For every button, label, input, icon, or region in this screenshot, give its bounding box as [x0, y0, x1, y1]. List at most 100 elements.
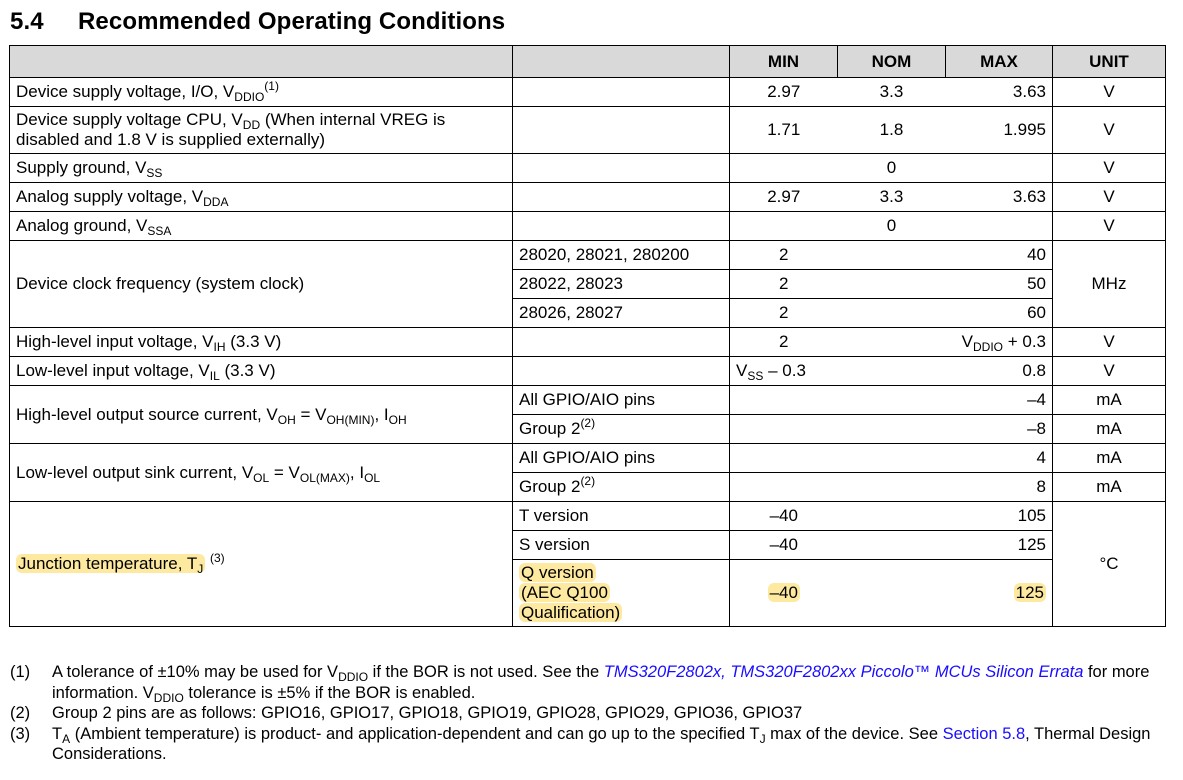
- param-cell: High-level input voltage, VIH (3.3 V): [9, 327, 513, 357]
- table-row: High-level input voltage, VIH (3.3 V) 2 …: [9, 327, 1166, 357]
- header-unit: UNIT: [1052, 45, 1166, 78]
- nom-cell: 0: [837, 211, 946, 241]
- max-cell: 3.63: [945, 77, 1053, 107]
- max-cell: 1.995: [945, 106, 1053, 154]
- min-cell: 2: [729, 240, 838, 270]
- condition-cell: Group 2(2): [512, 414, 730, 444]
- param-cell: Device supply voltage, I/O, VDDIO(1): [9, 77, 513, 107]
- table-row: Junction temperature, TJ (3) T version –…: [9, 501, 1166, 627]
- table-row: Device clock frequency (system clock) 28…: [9, 240, 1166, 328]
- section-5-8-link[interactable]: Section 5.8: [942, 724, 1026, 743]
- nom-cell: 0: [837, 153, 946, 183]
- table-row: 28022, 28023 2 50: [10, 269, 1166, 299]
- nom-cell: [837, 327, 946, 357]
- section-title: 5.4 Recommended Operating Conditions: [10, 8, 505, 36]
- nom-cell: [837, 356, 946, 386]
- table-row: Supply ground, VSS 0 V: [9, 153, 1166, 183]
- param-cell: Low-level input voltage, VIL (3.3 V): [9, 356, 513, 386]
- footnote-2: (2) Group 2 pins are as follows: GPIO16,…: [10, 704, 803, 722]
- condition-cell: [512, 327, 730, 357]
- unit-cell: V: [1052, 211, 1166, 241]
- condition-cell: [512, 356, 730, 386]
- footnote-1: (1) A tolerance of ±10% may be used for …: [10, 663, 1150, 705]
- unit-cell: V: [1052, 153, 1166, 183]
- nom-cell: [837, 269, 946, 299]
- condition-cell: 28026, 28027: [512, 298, 730, 328]
- min-cell: 2: [729, 269, 838, 299]
- section-title-text: Recommended Operating Conditions: [78, 8, 506, 35]
- silicon-errata-link[interactable]: TMS320F2802x, TMS320F2802xx Piccolo™ MCU…: [603, 663, 1084, 681]
- nom-cell: [837, 559, 946, 627]
- nom-cell: 3.3: [837, 77, 946, 107]
- nom-cell: [837, 472, 946, 502]
- max-cell: VDDIO + 0.3: [945, 327, 1053, 357]
- unit-cell: V: [1052, 77, 1166, 107]
- table-row: Analog supply voltage, VDDA 2.97 3.3 3.6…: [9, 182, 1166, 212]
- max-cell: –4: [945, 385, 1053, 415]
- condition-cell: Group 2(2): [512, 472, 730, 502]
- header-max: MAX: [945, 45, 1053, 78]
- table-row: Group 2(2) –8 mA: [10, 414, 1166, 444]
- condition-cell: [512, 182, 730, 212]
- unit-cell: °C: [1052, 501, 1166, 627]
- max-cell: 125: [945, 559, 1053, 627]
- nom-cell: [837, 385, 946, 415]
- condition-cell: 28020, 28021, 280200: [512, 240, 730, 270]
- max-cell: 8: [945, 472, 1053, 502]
- table-row: High-level output source current, VOH = …: [9, 385, 1166, 444]
- table-header-row: MIN NOM MAX UNIT: [9, 45, 1166, 78]
- nom-cell: [837, 443, 946, 473]
- table-row: Q version (AEC Q100 Qualification) –40 125: [10, 559, 1166, 627]
- footnote-marker: (2): [10, 704, 31, 722]
- max-cell: 0.8: [945, 356, 1053, 386]
- min-cell: –40: [729, 559, 838, 627]
- nom-cell: [837, 414, 946, 444]
- header-min: MIN: [729, 45, 838, 78]
- nom-cell: [837, 501, 946, 531]
- max-cell: 105: [945, 501, 1053, 531]
- param-cell: High-level output source current, VOH = …: [9, 385, 513, 444]
- footnote-marker: (3): [10, 724, 31, 743]
- condition-cell: 28022, 28023: [512, 269, 730, 299]
- min-cell: [729, 443, 838, 473]
- nom-cell: [837, 298, 946, 328]
- max-cell: 4: [945, 443, 1053, 473]
- table-row: Low-level input voltage, VIL (3.3 V) VSS…: [9, 356, 1166, 386]
- condition-cell: [512, 153, 730, 183]
- nom-cell: [837, 530, 946, 560]
- max-cell: 40: [945, 240, 1053, 270]
- condition-cell: T version: [512, 501, 730, 531]
- unit-cell: mA: [1052, 472, 1166, 502]
- min-cell: [729, 414, 838, 444]
- table-row: Analog ground, VSSA 0 V: [9, 211, 1166, 241]
- table-row: Device supply voltage, I/O, VDDIO(1) 2.9…: [9, 77, 1166, 107]
- min-cell: 2.97: [729, 77, 838, 107]
- condition-cell: [512, 77, 730, 107]
- recommended-operating-conditions-table: MIN NOM MAX UNIT Device supply voltage, …: [9, 45, 1166, 627]
- param-cell: Analog ground, VSSA: [9, 211, 513, 241]
- param-cell: Low-level output sink current, VOL = VOL…: [9, 443, 513, 502]
- min-cell: 2: [729, 327, 838, 357]
- max-cell: 3.63: [945, 182, 1053, 212]
- table-row: S version –40 125: [10, 530, 1166, 560]
- max-cell: 50: [945, 269, 1053, 299]
- max-cell: 60: [945, 298, 1053, 328]
- param-cell: Device clock frequency (system clock): [9, 240, 513, 328]
- header-nom: NOM: [837, 45, 946, 78]
- condition-cell: [512, 106, 730, 154]
- table-row: 28026, 28027 2 60: [10, 298, 1166, 328]
- footnote-marker: (1): [10, 663, 31, 681]
- nom-cell: [837, 240, 946, 270]
- max-cell: [945, 211, 1053, 241]
- max-cell: 125: [945, 530, 1053, 560]
- min-cell: [729, 385, 838, 415]
- condition-cell: All GPIO/AIO pins: [512, 385, 730, 415]
- unit-cell: mA: [1052, 414, 1166, 444]
- unit-cell: V: [1052, 182, 1166, 212]
- param-cell: Junction temperature, TJ (3): [9, 501, 513, 627]
- unit-cell: mA: [1052, 385, 1166, 415]
- param-cell: Supply ground, VSS: [9, 153, 513, 183]
- header-parameter: [9, 45, 513, 78]
- min-cell: –40: [729, 530, 838, 560]
- min-cell: [729, 211, 838, 241]
